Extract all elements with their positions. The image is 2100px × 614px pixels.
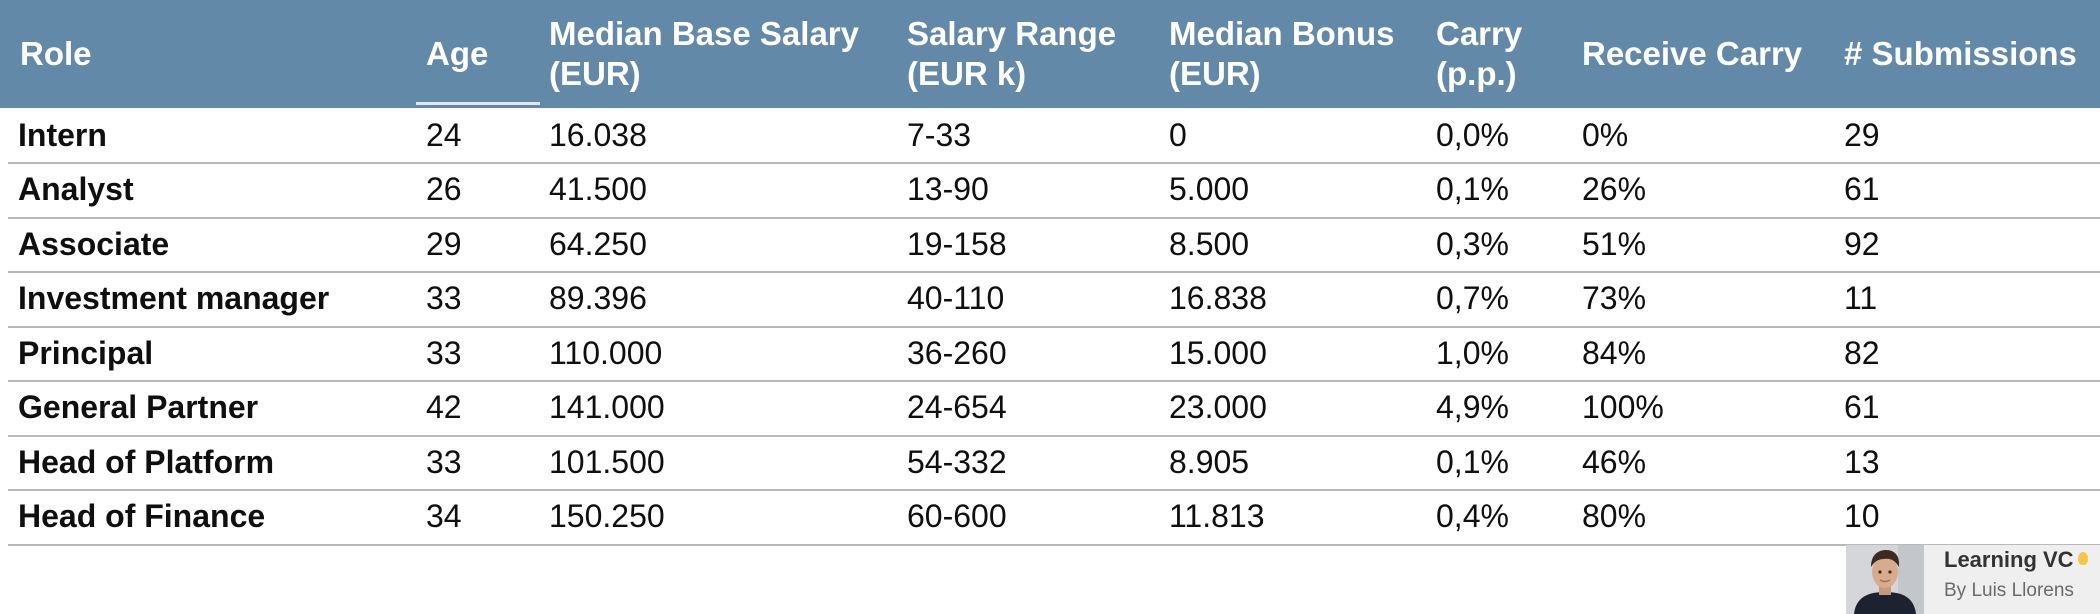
table-row: General Partner 42 141.000 24-654 23.000 4,9%… [8, 381, 2100, 437]
cell-carry: 0,7% [1436, 280, 1509, 316]
brand-title: Learning VC [1944, 547, 2088, 573]
header-median-base-salary: Median Base Salary (EUR) [549, 15, 859, 92]
table-row: Investment manager 33 89.396 40-110 16.838 0,… [8, 272, 2100, 328]
cell-bonus: 8.905 [1169, 443, 1250, 480]
cell-age: 33 [426, 280, 462, 316]
cell-salary-range: 24-654 [907, 389, 1007, 425]
cell-salary-range: 36-260 [907, 334, 1007, 371]
cell-submissions: 61 [1844, 389, 1880, 425]
cell-base-salary: 150.250 [549, 498, 665, 534]
cell-age: 26 [426, 171, 462, 207]
cell-carry: 0,1% [1436, 443, 1509, 480]
cell-submissions: 13 [1844, 443, 1880, 480]
cell-submissions: 61 [1844, 171, 1880, 207]
cell-bonus: 15.000 [1169, 334, 1267, 371]
cell-bonus: 11.813 [1169, 498, 1265, 534]
cell-receive-carry: 0% [1582, 116, 1629, 153]
cell-base-salary: 110.000 [549, 334, 663, 371]
cell-age: 29 [426, 225, 462, 262]
cell-receive-carry: 84% [1582, 334, 1647, 371]
cell-age: 34 [426, 498, 462, 534]
brand-subtitle: By Luis Llorens [1944, 580, 2074, 601]
cell-role: Intern [18, 116, 107, 153]
header-carry: Carry (p.p.) [1436, 15, 1523, 92]
cell-receive-carry: 73% [1582, 280, 1647, 316]
cell-age: 24 [426, 116, 462, 153]
cell-base-salary: 141.000 [549, 389, 665, 425]
cell-carry: 1,0% [1436, 334, 1509, 371]
cell-base-salary: 89.396 [549, 280, 647, 316]
cell-submissions: 11 [1844, 280, 1878, 316]
header-receive-carry: Receive Carry [1582, 35, 1803, 72]
table-row: Head of Finance 34 150.250 60-600 11.813 0,4%… [8, 490, 2100, 546]
cell-submissions: 29 [1844, 116, 1880, 153]
avatar [1846, 545, 1924, 614]
cell-age: 42 [426, 389, 462, 425]
table-row: Head of Platform 33 101.500 54-332 8.905 0,1%… [8, 435, 2100, 491]
cell-carry: 0,3% [1436, 225, 1509, 262]
avatar-portrait-icon [1846, 545, 1924, 614]
cell-receive-carry: 51% [1582, 225, 1647, 262]
cell-base-salary: 101.500 [549, 443, 665, 480]
cell-bonus: 16.838 [1169, 280, 1267, 316]
age-header-underline [416, 102, 540, 105]
header-submissions: # Submissions [1844, 35, 2077, 72]
cell-base-salary: 64.250 [549, 225, 647, 262]
table-row: Intern 24 16.038 7-33 0 0,0% 0% 29 [8, 108, 2100, 164]
table-header: Role Age Median Base Salary (EUR) Salary… [0, 0, 2100, 108]
cell-salary-range: 54-332 [907, 443, 1007, 480]
cell-carry: 4,9% [1436, 389, 1509, 425]
cell-role: Investment manager [18, 280, 330, 316]
cell-receive-carry: 46% [1582, 443, 1647, 480]
cell-age: 33 [426, 443, 462, 480]
cell-carry: 0,1% [1436, 171, 1509, 207]
cell-base-salary: 41.500 [549, 171, 647, 207]
cell-submissions: 10 [1844, 498, 1880, 534]
table-row: Associate 29 64.250 19-158 8.500 0,3% 51% 92 [8, 217, 2100, 273]
cell-receive-carry: 80% [1582, 498, 1647, 534]
cell-role: Principal [18, 334, 154, 371]
header-salary-range: Salary Range (EUR k) [907, 15, 1117, 92]
cell-carry: 0,4% [1436, 498, 1509, 534]
cell-age: 33 [426, 334, 462, 371]
cell-bonus: 5.000 [1169, 171, 1250, 207]
cell-salary-range: 7-33 [907, 116, 972, 153]
header-role: Role [20, 35, 92, 72]
lightbulb-icon [2077, 552, 2088, 565]
cell-salary-range: 13-90 [907, 171, 989, 207]
header-median-bonus: Median Bonus (EUR) [1169, 15, 1395, 92]
cell-bonus: 23.000 [1169, 389, 1267, 425]
cell-bonus: 0 [1169, 116, 1187, 153]
table-row: Principal 33 110.000 36-260 15.000 1,0% 84% 82 [8, 326, 2100, 382]
cell-role: Head of Platform [18, 443, 275, 480]
cell-base-salary: 16.038 [549, 116, 647, 153]
cell-receive-carry: 100% [1582, 389, 1664, 425]
cell-bonus: 8.500 [1169, 225, 1250, 262]
cell-salary-range: 60-600 [907, 498, 1007, 534]
cell-submissions: 82 [1844, 334, 1880, 371]
cell-salary-range: 40-110 [907, 280, 1005, 316]
cell-role: Head of Finance [18, 498, 266, 534]
cell-salary-range: 19-158 [907, 225, 1007, 262]
cell-receive-carry: 26% [1582, 171, 1647, 207]
header-age: Age [426, 35, 489, 72]
cell-submissions: 92 [1844, 225, 1880, 262]
brand-footer: Learning VC By Luis Llorens [1846, 545, 2100, 614]
table-row: Analyst 26 41.500 13-90 5.000 0,1% 26% 61 [8, 163, 2100, 219]
cell-carry: 0,0% [1436, 116, 1509, 153]
cell-role: General Partner [18, 389, 259, 425]
cell-role: Associate [18, 225, 170, 262]
cell-role: Analyst [18, 171, 134, 207]
